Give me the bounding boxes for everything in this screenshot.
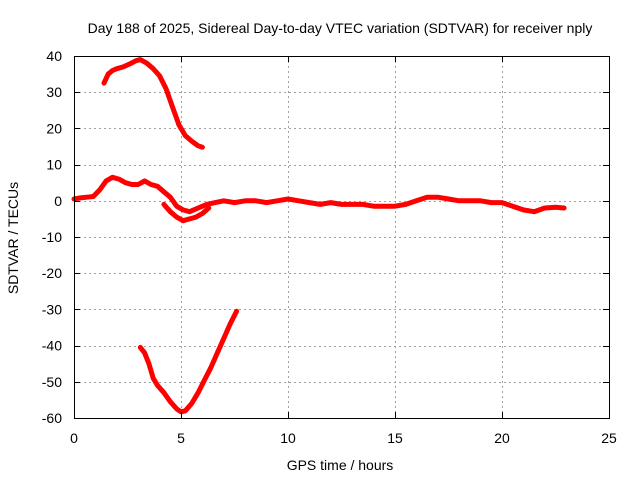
x-tick-label: 25 [601,430,617,446]
y-tick-labels: -60 -50 -40 -30 -20 -10 0 10 20 30 40 [42,48,62,426]
y-tick-label: -20 [42,265,62,281]
y-tick-label: -40 [42,338,62,354]
x-tick-label: 10 [280,430,296,446]
y-tick-label: 20 [46,120,62,136]
ticks [74,56,610,419]
y-tick-label: -50 [42,374,62,390]
y-tick-label: 0 [54,193,62,209]
x-tick-label: 15 [387,430,403,446]
grid [74,56,609,418]
y-tick-label: -10 [42,229,62,245]
y-axis-label: SDTVAR / TECUs [5,182,21,294]
x-tick-label: 0 [70,430,78,446]
x-tick-label: 5 [177,430,185,446]
y-tick-label: 10 [46,157,62,173]
series-layer [71,57,567,415]
x-axis-label: GPS time / hours [287,457,394,473]
y-tick-label: 40 [46,48,62,64]
y-tick-label: -30 [42,301,62,317]
y-tick-label: 30 [46,84,62,100]
series-line-0 [101,57,205,150]
chart-title: Day 188 of 2025, Sidereal Day-to-day VTE… [88,20,593,36]
x-tick-label: 20 [494,430,510,446]
series-line-2 [161,201,212,224]
y-tick-label: -60 [42,410,62,426]
series-line-3 [137,308,240,415]
series-line-1 [71,174,567,215]
x-tick-labels: 0 5 10 15 20 25 [70,430,617,446]
